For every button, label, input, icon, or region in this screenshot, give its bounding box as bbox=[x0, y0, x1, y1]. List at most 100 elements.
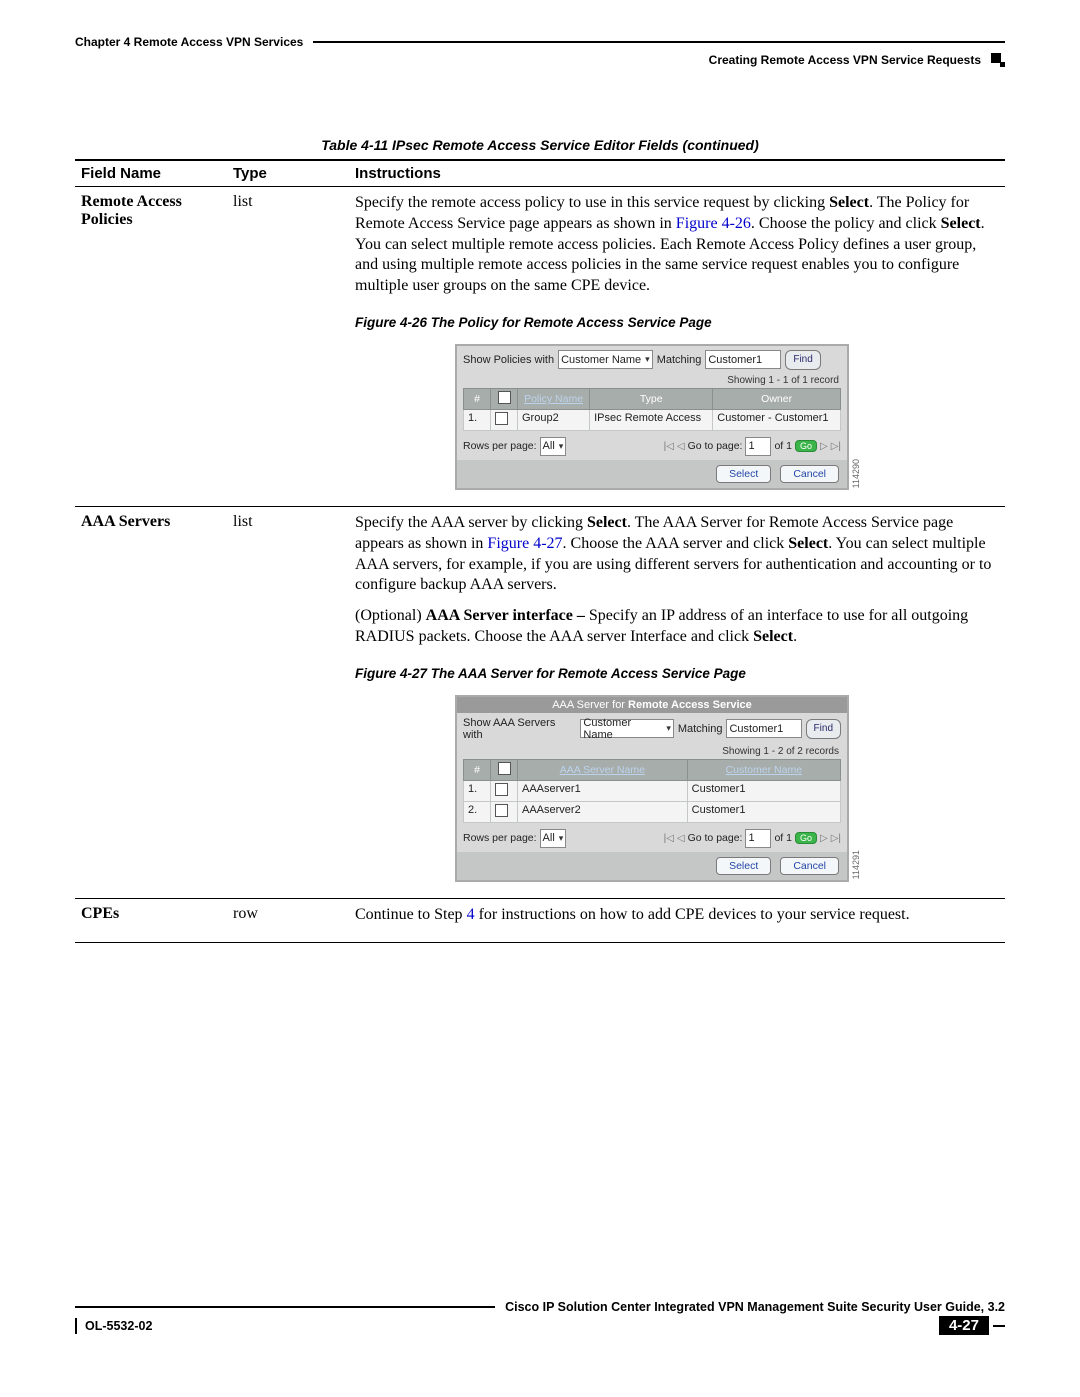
record-count: Showing 1 - 1 of 1 record bbox=[457, 374, 847, 388]
find-button[interactable]: Find bbox=[806, 719, 841, 739]
goto-input[interactable]: 1 bbox=[745, 437, 771, 456]
footer-doc-id: OL-5532-02 bbox=[85, 1319, 152, 1333]
image-id: 114290 bbox=[851, 459, 861, 488]
grid-row: 1. AAAserver1 Customer1 bbox=[464, 780, 841, 801]
first-page-icon[interactable]: |◁ bbox=[664, 833, 674, 844]
col-header-field: Field Name bbox=[75, 160, 227, 187]
field-type: list bbox=[227, 187, 349, 507]
instruction-text: (Optional) AAA Server interface – Specif… bbox=[355, 606, 999, 648]
section-label: Creating Remote Access VPN Service Reque… bbox=[709, 53, 981, 67]
field-name: AAA Servers bbox=[75, 506, 227, 898]
field-type: list bbox=[227, 506, 349, 898]
prev-page-icon[interactable]: ◁ bbox=[677, 833, 685, 844]
screenshot-policy-page: Show Policies with Customer Name Matchin… bbox=[455, 344, 849, 490]
chapter-label: Chapter 4 Remote Access VPN Services bbox=[75, 35, 303, 49]
matching-label: Matching bbox=[657, 354, 702, 366]
instruction-text: Continue to Step 4 for instructions on h… bbox=[355, 905, 999, 926]
field-type: row bbox=[227, 898, 349, 942]
rows-per-page-label: Rows per page: bbox=[463, 832, 537, 844]
rows-per-page-label: Rows per page: bbox=[463, 440, 537, 452]
grid-header-num: # bbox=[464, 759, 491, 780]
fields-table: Field Name Type Instructions Remote Acce… bbox=[75, 159, 1005, 943]
instruction-text: Specify the remote access policy to use … bbox=[355, 193, 999, 297]
page-footer: Cisco IP Solution Center Integrated VPN … bbox=[75, 1300, 1005, 1335]
grid-header-type: Type bbox=[590, 388, 713, 409]
filter-dropdown[interactable]: Customer Name bbox=[558, 350, 653, 369]
row-num: 1. bbox=[464, 780, 491, 801]
image-id: 114291 bbox=[851, 850, 861, 879]
last-page-icon[interactable]: ▷| bbox=[831, 441, 841, 452]
of-label: of 1 bbox=[774, 440, 792, 452]
go-button[interactable]: Go bbox=[795, 440, 817, 452]
rows-per-page-dropdown[interactable]: All bbox=[540, 829, 567, 848]
row-owner: Customer - Customer1 bbox=[713, 409, 841, 430]
go-button[interactable]: Go bbox=[795, 832, 817, 844]
cancel-button[interactable]: Cancel bbox=[780, 857, 839, 875]
grid-row: 2. AAAserver2 Customer1 bbox=[464, 801, 841, 822]
matching-label: Matching bbox=[678, 723, 723, 735]
table-caption: Table 4-11 IPsec Remote Access Service E… bbox=[75, 137, 1005, 153]
filter-dropdown[interactable]: Customer Name bbox=[580, 719, 673, 738]
find-button[interactable]: Find bbox=[785, 350, 820, 370]
grid-header-chk bbox=[491, 759, 518, 780]
panel-title: AAA Server for Remote Access Service bbox=[457, 697, 847, 713]
select-button[interactable]: Select bbox=[716, 857, 771, 875]
row-checkbox[interactable] bbox=[495, 783, 508, 796]
table-row: Remote Access Policies list Specify the … bbox=[75, 187, 1005, 507]
col-header-type: Type bbox=[227, 160, 349, 187]
grid-header-num: # bbox=[464, 388, 491, 409]
goto-label: Go to page: bbox=[688, 832, 743, 844]
of-label: of 1 bbox=[774, 832, 792, 844]
col-header-instr: Instructions bbox=[349, 160, 1005, 187]
matching-input[interactable]: Customer1 bbox=[705, 350, 781, 369]
matching-input[interactable]: Customer1 bbox=[726, 719, 801, 738]
grid-header-customer[interactable]: Customer Name bbox=[687, 759, 840, 780]
row-num: 1. bbox=[464, 409, 491, 430]
row-checkbox[interactable] bbox=[495, 804, 508, 817]
instruction-text: Specify the AAA server by clicking Selec… bbox=[355, 513, 999, 596]
figure-caption: Figure 4-27 The AAA Server for Remote Ac… bbox=[355, 666, 999, 681]
aaa-grid: # AAA Server Name Customer Name 1. AAAse… bbox=[463, 759, 841, 823]
step-link[interactable]: 4 bbox=[467, 906, 475, 923]
field-name: Remote Access Policies bbox=[75, 187, 227, 507]
rows-per-page-dropdown[interactable]: All bbox=[540, 437, 567, 456]
table-row: CPEs row Continue to Step 4 for instruct… bbox=[75, 898, 1005, 942]
row-customer: Customer1 bbox=[687, 801, 840, 822]
filter-label: Show AAA Servers with bbox=[463, 717, 576, 741]
row-name: Group2 bbox=[518, 409, 590, 430]
select-button[interactable]: Select bbox=[716, 465, 771, 483]
row-checkbox[interactable] bbox=[495, 412, 508, 425]
select-all-checkbox[interactable] bbox=[498, 391, 511, 404]
page-header: Chapter 4 Remote Access VPN Services Cre… bbox=[75, 35, 1005, 67]
grid-header-name[interactable]: Policy Name bbox=[518, 388, 590, 409]
next-page-icon[interactable]: ▷ bbox=[820, 833, 828, 844]
row-customer: Customer1 bbox=[687, 780, 840, 801]
screenshot-aaa-page: AAA Server for Remote Access Service Sho… bbox=[455, 695, 849, 882]
goto-label: Go to page: bbox=[688, 440, 743, 452]
policy-grid: # Policy Name Type Owner 1. Group2 IPsec… bbox=[463, 388, 841, 431]
record-count: Showing 1 - 2 of 2 records bbox=[457, 745, 847, 759]
last-page-icon[interactable]: ▷| bbox=[831, 833, 841, 844]
figure-link[interactable]: Figure 4-27 bbox=[487, 535, 562, 552]
page-number: 4-27 bbox=[939, 1316, 989, 1335]
grid-row: 1. Group2 IPsec Remote Access Customer -… bbox=[464, 409, 841, 430]
next-page-icon[interactable]: ▷ bbox=[820, 441, 828, 452]
grid-header-chk bbox=[491, 388, 518, 409]
figure-caption: Figure 4-26 The Policy for Remote Access… bbox=[355, 315, 999, 330]
cancel-button[interactable]: Cancel bbox=[780, 465, 839, 483]
select-all-checkbox[interactable] bbox=[498, 762, 511, 775]
figure-link[interactable]: Figure 4-26 bbox=[676, 215, 751, 232]
filter-label: Show Policies with bbox=[463, 354, 554, 366]
table-row: AAA Servers list Specify the AAA server … bbox=[75, 506, 1005, 898]
row-type: IPsec Remote Access bbox=[590, 409, 713, 430]
grid-header-owner: Owner bbox=[713, 388, 841, 409]
goto-input[interactable]: 1 bbox=[745, 829, 771, 848]
prev-page-icon[interactable]: ◁ bbox=[677, 441, 685, 452]
field-name: CPEs bbox=[75, 898, 227, 942]
grid-header-name[interactable]: AAA Server Name bbox=[518, 759, 688, 780]
first-page-icon[interactable]: |◁ bbox=[664, 441, 674, 452]
row-name: AAAserver2 bbox=[518, 801, 688, 822]
header-ornament-icon bbox=[991, 53, 1005, 67]
row-num: 2. bbox=[464, 801, 491, 822]
footer-guide-title: Cisco IP Solution Center Integrated VPN … bbox=[505, 1300, 1005, 1314]
